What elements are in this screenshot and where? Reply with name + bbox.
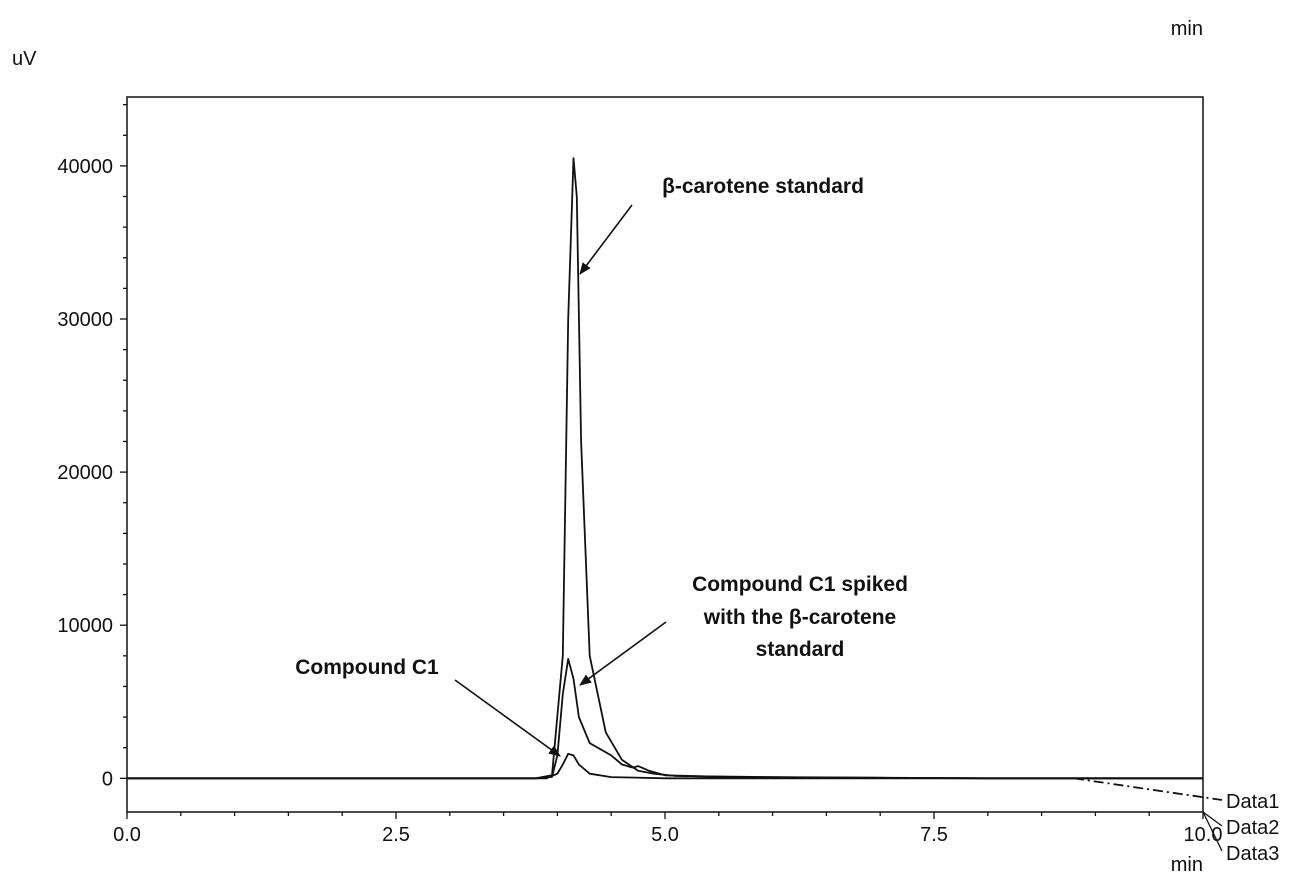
legend-leader-line	[1202, 811, 1223, 852]
y-tick-label: 40000	[57, 156, 113, 178]
y-tick-label: 0	[102, 768, 113, 790]
annotation-2-arrow	[579, 621, 667, 686]
legend-entry-data2: Data2	[1226, 817, 1279, 839]
annotation-3-arrow	[454, 679, 561, 757]
x-tick-label: 10.0	[1184, 824, 1223, 846]
axes: 0 10000 20000 30000 40000 0.0 2.5 5.0 7.5 10.0	[57, 96, 1223, 846]
plot-frame	[126, 96, 1204, 813]
annotation-2-line-3: standard	[756, 638, 845, 661]
x-axis-unit: min	[1171, 854, 1203, 875]
top-unit-label: min	[1171, 18, 1203, 40]
legend-entry-data3: Data3	[1226, 843, 1279, 865]
series-data1-line	[127, 157, 1203, 780]
x-tick-label: 2.5	[382, 824, 410, 846]
annotation-1-line-1: β-carotene standard	[662, 175, 864, 198]
x-tick-label: 7.5	[920, 824, 948, 846]
labels: uV min min Data1 Data2 Data3 β-carotene standa…	[12, 18, 1279, 875]
x-tick-label: 5.0	[651, 824, 679, 846]
annotation-1-arrow	[579, 204, 633, 275]
x-tick-label: 0.0	[113, 824, 141, 846]
series-data2-line	[127, 658, 1203, 780]
series-data3-line	[127, 752, 1203, 780]
traces	[127, 157, 1223, 801]
legend-leader-line	[1202, 811, 1223, 827]
legend-entry-data1: Data1	[1226, 791, 1279, 813]
y-tick-label: 10000	[57, 615, 113, 637]
y-axis-unit: uV	[12, 48, 37, 70]
annotation-3-line-1: Compound C1	[295, 656, 439, 679]
y-tick-label: 30000	[57, 309, 113, 331]
annotation-2-line-2: with the β-carotene	[703, 606, 897, 629]
y-tick-label: 20000	[57, 462, 113, 484]
data1-dashdot-trace	[1073, 777, 1223, 801]
annotation-2-line-1: Compound C1 spiked	[692, 573, 908, 596]
